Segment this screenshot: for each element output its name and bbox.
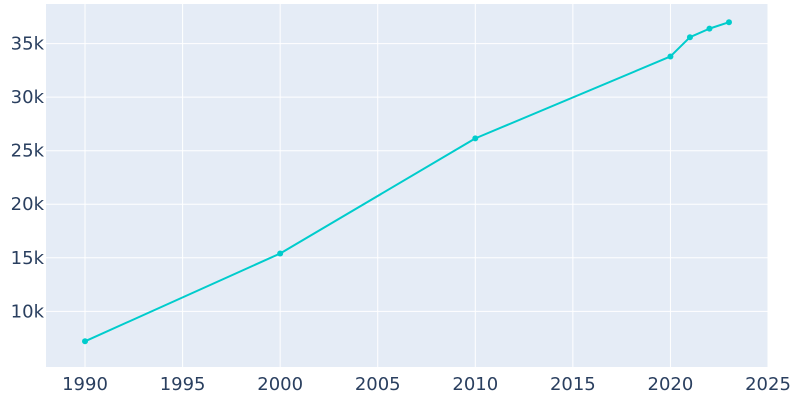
y-tick-label: 35k (11, 34, 45, 55)
y-tick-label: 10k (11, 301, 45, 322)
series-layer (82, 19, 732, 345)
data-point (725, 19, 732, 26)
data-point (472, 135, 479, 142)
x-tick-label: 2020 (648, 374, 694, 395)
y-tick-label: 25k (11, 141, 45, 162)
x-axis-tick-labels: 1990 1995 2000 2005 2010 2015 2020 2025 (62, 374, 791, 395)
data-point (667, 53, 674, 60)
x-tick-label: 2005 (355, 374, 401, 395)
data-point (277, 250, 284, 257)
y-axis-tick-labels: 10k 15k 20k 25k 30k 35k (11, 34, 45, 323)
y-tick-label: 20k (11, 194, 45, 215)
data-point (706, 25, 713, 32)
y-tick-label: 15k (11, 248, 45, 269)
x-tick-label: 2015 (550, 374, 596, 395)
data-point (686, 34, 693, 41)
plot-area (46, 4, 768, 367)
x-tick-label: 1990 (62, 374, 108, 395)
y-tick-label: 30k (11, 87, 45, 108)
x-tick-label: 2000 (257, 374, 303, 395)
x-tick-label: 2025 (745, 374, 791, 395)
x-tick-label: 2010 (452, 374, 498, 395)
grid-lines (46, 4, 769, 367)
x-tick-label: 1995 (160, 374, 206, 395)
data-point (82, 338, 89, 345)
